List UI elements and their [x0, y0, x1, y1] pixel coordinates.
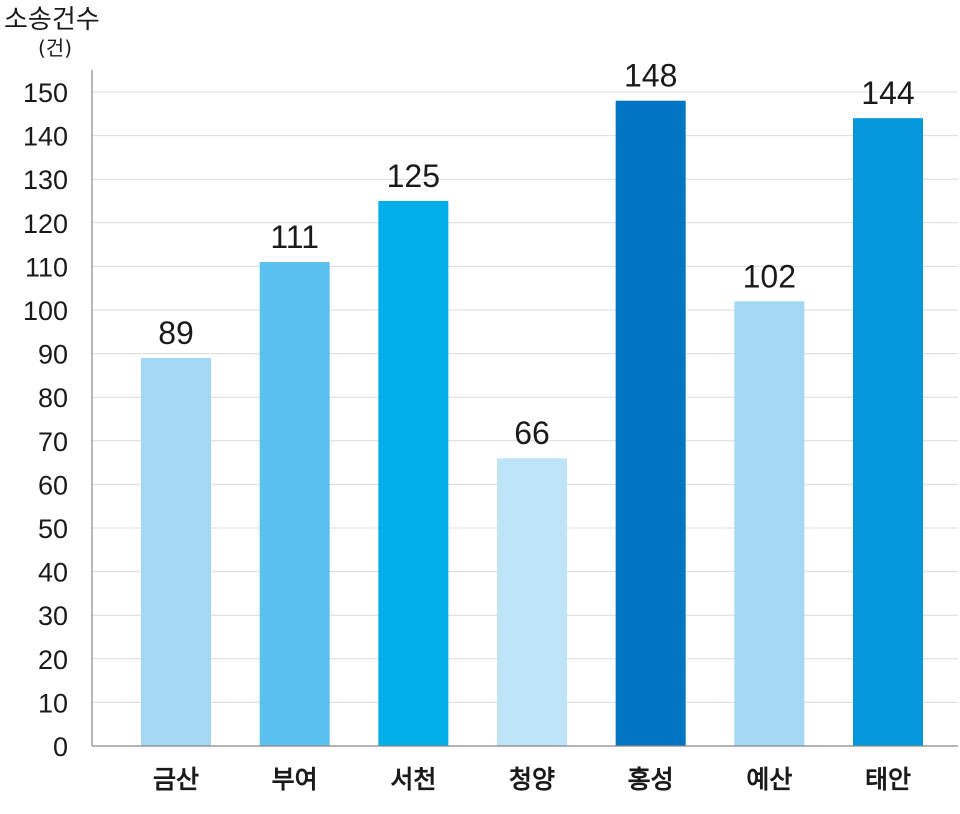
y-tick-label: 130: [23, 165, 68, 195]
x-axis-categories: 금산 부여 서천 청양 홍성 예산 태안: [153, 765, 911, 794]
y-axis-title: 소송건수: [4, 5, 100, 35]
y-tick-label: 30: [38, 601, 68, 631]
data-label: 111: [270, 219, 319, 255]
y-tick-label: 60: [38, 470, 68, 500]
x-category-label: 홍성: [628, 765, 674, 794]
bars: [141, 100, 923, 747]
y-tick-label: 150: [23, 78, 68, 108]
y-tick-label: 140: [23, 122, 68, 152]
x-category-label: 서천: [390, 765, 436, 794]
x-category-label: 태안: [865, 765, 911, 794]
x-category-label: 예산: [746, 765, 792, 794]
bar: [497, 458, 567, 746]
y-tick-label: 40: [38, 558, 68, 588]
bar: [734, 301, 805, 746]
y-axis-unit: (건): [38, 36, 72, 60]
bar: [615, 100, 686, 747]
y-tick-label: 70: [38, 427, 68, 457]
y-tick-label: 10: [38, 688, 68, 718]
data-label: 102: [743, 258, 796, 294]
bar: [853, 118, 923, 746]
y-axis-ticks: 0 10 20 30 40 50 60 70 80 90 100 110 120 130 140 150: [23, 78, 68, 762]
data-label: 148: [624, 58, 677, 94]
data-label: 144: [861, 75, 914, 111]
y-tick-label: 100: [23, 296, 68, 326]
x-category-label: 청양: [509, 765, 555, 794]
y-tick-label: 90: [38, 340, 68, 370]
y-tick-label: 110: [25, 252, 68, 282]
x-category-label: 금산: [153, 765, 199, 794]
bar: [141, 357, 211, 746]
y-tick-label: 50: [38, 514, 68, 544]
data-label: 89: [158, 315, 194, 351]
data-labels: 89 111 125 66 148 102 144: [158, 58, 914, 452]
y-tick-label: 120: [23, 209, 68, 239]
y-tick-label: 80: [38, 383, 68, 413]
y-tick-label: 20: [38, 645, 68, 675]
x-category-label: 부여: [272, 765, 318, 794]
bar: [259, 262, 330, 746]
bar: [378, 201, 449, 746]
y-tick-label: 0: [53, 732, 68, 762]
data-label: 66: [514, 415, 550, 451]
data-label: 125: [387, 158, 440, 194]
